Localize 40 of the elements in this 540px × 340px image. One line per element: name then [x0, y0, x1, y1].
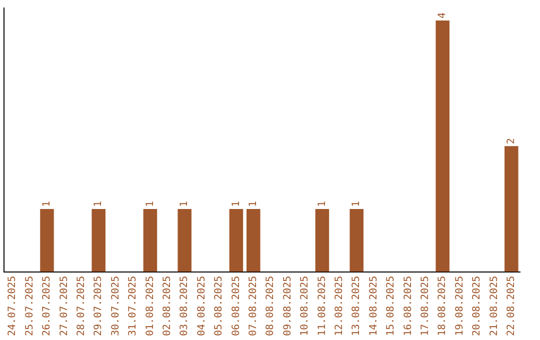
- x-tick-label: 18.08.2025: [437, 276, 448, 336]
- x-tick-label: 11.08.2025: [316, 276, 328, 336]
- x-tick-label: 22.08.2025: [506, 276, 517, 336]
- x-tick-label: 01.08.2025: [144, 276, 156, 336]
- x-tick-label: 04.08.2025: [196, 276, 208, 336]
- x-tick-label: 29.07.2025: [93, 276, 104, 336]
- x-tick-label: 13.08.2025: [351, 276, 362, 336]
- data-label: 1: [316, 200, 328, 207]
- x-tick-label: 02.08.2025: [162, 276, 173, 336]
- x-tick-label: 30.07.2025: [110, 276, 122, 336]
- x-tick-label: 09.08.2025: [282, 276, 294, 336]
- data-label: 2: [506, 138, 517, 144]
- x-tick-label: 06.08.2025: [230, 276, 242, 336]
- x-tick-label: 17.08.2025: [420, 276, 431, 336]
- data-label: 1: [230, 200, 242, 207]
- x-tick-label: 24.07.2025: [7, 276, 18, 336]
- x-tick-label: 31.07.2025: [128, 276, 139, 336]
- x-tick-label: 16.08.2025: [402, 276, 414, 336]
- data-label: 1: [144, 200, 156, 207]
- x-tick-label: 03.08.2025: [179, 276, 190, 336]
- x-tick-label: 25.07.2025: [24, 276, 36, 336]
- x-tick-label: 15.08.2025: [386, 276, 397, 336]
- data-label: 1: [351, 200, 362, 207]
- data-label: 1: [42, 200, 53, 207]
- data-label: 1: [248, 200, 259, 207]
- x-tick-label: 21.08.2025: [488, 276, 500, 336]
- x-tick-label: 08.08.2025: [265, 276, 276, 336]
- x-tick-label: 12.08.2025: [334, 276, 345, 336]
- data-label: 4: [437, 12, 448, 19]
- data-label: 1: [179, 200, 190, 207]
- x-tick-label: 19.08.2025: [454, 276, 466, 336]
- x-tick-label: 27.07.2025: [58, 276, 70, 336]
- x-tick-label: 28.07.2025: [76, 276, 87, 336]
- x-tick-label: 14.08.2025: [368, 276, 380, 336]
- data-label: 1: [93, 200, 104, 207]
- x-tick-label: 20.08.2025: [472, 276, 483, 336]
- x-tick-label: 10.08.2025: [300, 276, 311, 336]
- x-tick-label: 26.07.2025: [42, 276, 53, 336]
- x-tick-label: 05.08.2025: [214, 276, 225, 336]
- x-tick-label: 07.08.2025: [248, 276, 259, 336]
